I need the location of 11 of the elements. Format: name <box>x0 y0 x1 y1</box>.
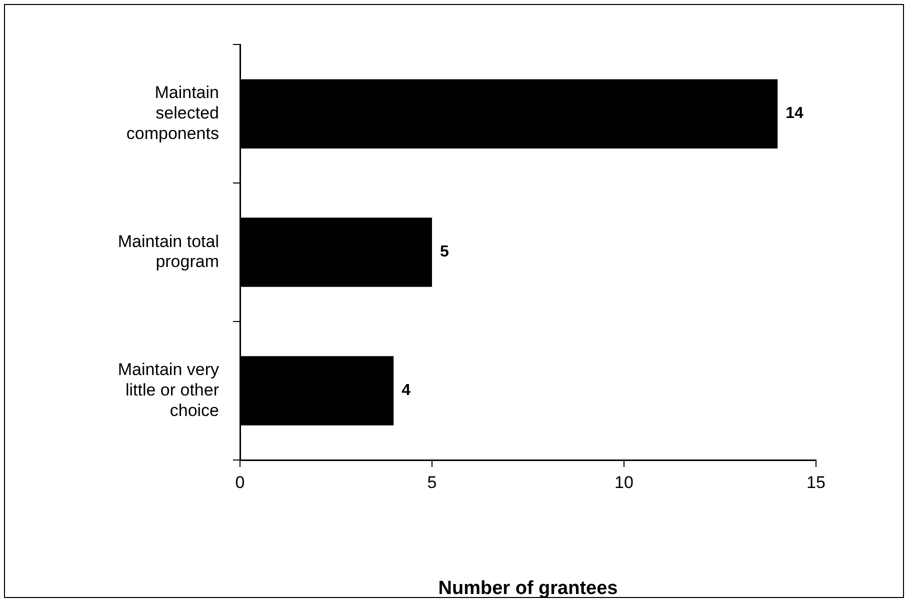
x-tick-label: 10 <box>614 472 634 492</box>
x-axis-title: Number of grantees <box>438 578 618 599</box>
y-tick-label: Maintain total program <box>118 232 219 272</box>
data-label: 5 <box>440 244 449 261</box>
x-tick-label: 5 <box>427 472 437 492</box>
y-tick-label: Maintain very little or other choice <box>118 360 220 420</box>
y-tick-label: Maintain selected components <box>126 83 219 143</box>
data-label: 4 <box>402 382 411 400</box>
data-label: 14 <box>786 105 804 122</box>
x-tick-label: 0 <box>235 472 245 492</box>
x-tick-label: 15 <box>806 472 826 492</box>
